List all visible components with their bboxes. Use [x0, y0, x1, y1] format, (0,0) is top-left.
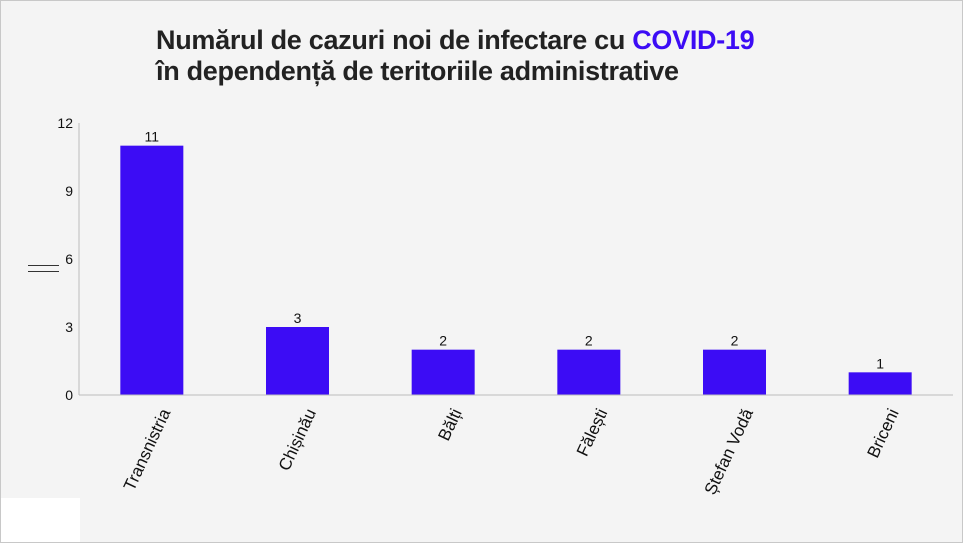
title-line-2: în dependență de teritoriile administrat… — [156, 56, 679, 86]
bar — [266, 327, 329, 395]
y-tick-label: 0 — [65, 387, 73, 403]
bar — [557, 349, 621, 395]
y-tick-label: 9 — [65, 183, 73, 199]
title-accent: COVID-19 — [632, 25, 755, 55]
bar — [411, 349, 475, 395]
x-tick-label: Bălți — [434, 406, 465, 444]
data-label: 2 — [439, 333, 447, 349]
y-axis: 0 3 6 9 12 — [57, 115, 80, 403]
y-tick-label: 12 — [57, 115, 73, 131]
y-tick-label: 6 — [65, 251, 73, 267]
data-label: 2 — [585, 333, 593, 349]
title-prefix: Numărul de cazuri noi de infectare cu — [156, 25, 633, 55]
x-axis: Transnistria Chișinău Bălți Fălești Ștefan V… — [79, 394, 953, 498]
y-axis-label-placeholder — [28, 265, 59, 273]
bars: 11 3 2 2 2 1 — [120, 129, 912, 395]
bar — [120, 145, 184, 395]
y-tick-label: 3 — [65, 319, 73, 335]
corner-patch — [1, 498, 80, 542]
title-line-1: Numărul de cazuri noi de infectare cu CO… — [156, 25, 755, 56]
data-label: 2 — [731, 333, 739, 349]
bar — [703, 349, 766, 395]
x-tick-label: Briceni — [863, 406, 902, 461]
data-label: 3 — [294, 310, 302, 326]
bar — [848, 372, 912, 395]
x-tick-label: Transnistria — [120, 405, 175, 493]
x-tick-label: Ștefan Vodă — [701, 405, 758, 497]
data-label: 11 — [145, 129, 160, 145]
chart-title: Numărul de cazuri noi de infectare cu CO… — [156, 25, 755, 87]
x-tick-label: Chișinău — [275, 406, 320, 474]
data-label: 1 — [876, 355, 884, 371]
x-tick-label: Fălești — [573, 406, 611, 459]
